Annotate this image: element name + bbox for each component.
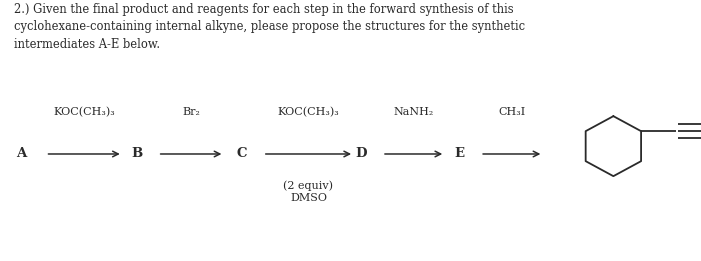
Text: Br₂: Br₂ — [182, 108, 200, 117]
Text: E: E — [454, 147, 464, 161]
Text: NaNH₂: NaNH₂ — [393, 108, 434, 117]
Text: 2.) Given the final product and reagents for each step in the forward synthesis : 2.) Given the final product and reagents… — [14, 3, 525, 51]
Text: A: A — [16, 147, 26, 161]
Text: KOC(CH₃)₃: KOC(CH₃)₃ — [53, 107, 115, 117]
Text: KOC(CH₃)₃: KOC(CH₃)₃ — [278, 107, 339, 117]
Text: B: B — [131, 147, 142, 161]
Text: (2 equiv)
DMSO: (2 equiv) DMSO — [283, 180, 334, 203]
Text: D: D — [355, 147, 367, 161]
Text: CH₃I: CH₃I — [498, 108, 525, 117]
Text: C: C — [237, 147, 247, 161]
